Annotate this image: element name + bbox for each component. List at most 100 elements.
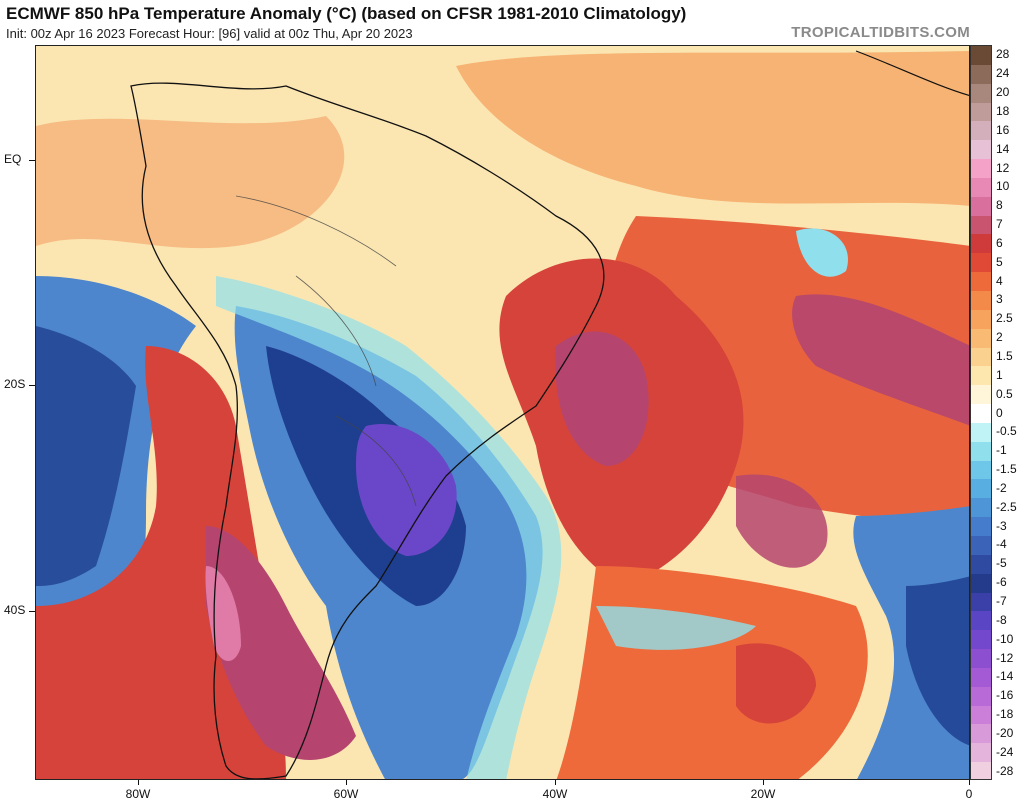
colorbar-level-label: 1 <box>996 367 1003 382</box>
lon-label-0: 0 <box>965 787 973 801</box>
colorbar-level-label: 4 <box>996 273 1003 288</box>
colorbar-level-label: -10 <box>996 631 1014 646</box>
colorbar-level-label: -12 <box>996 650 1014 665</box>
lon-tick-20w <box>763 780 764 785</box>
colorbar-swatch <box>971 592 991 612</box>
colorbar-swatch <box>971 554 991 575</box>
colorbar-swatch <box>971 177 991 198</box>
colorbar-level-label: 2 <box>996 330 1003 345</box>
lon-tick-60w <box>346 780 347 785</box>
colorbar-swatch <box>971 649 991 669</box>
colorbar-level-label: 14 <box>996 141 1010 156</box>
colorbar-swatch <box>971 385 991 405</box>
colorbar-level-label: 5 <box>996 254 1003 269</box>
colorbar-swatch <box>971 328 991 349</box>
colorbar-swatch <box>971 215 991 235</box>
colorbar-swatch <box>971 460 991 480</box>
map-canvas <box>36 46 969 779</box>
colorbar-level-label: 18 <box>996 103 1010 118</box>
colorbar-swatch <box>971 291 991 311</box>
colorbar-level-label: -7 <box>996 593 1007 608</box>
colorbar-level-label: -1 <box>996 443 1007 458</box>
colorbar-swatch <box>971 441 991 462</box>
colorbar-level-label: -24 <box>996 744 1014 759</box>
lon-label-20w: 20W <box>750 787 776 801</box>
lat-label-20s: 20S <box>4 377 26 391</box>
colorbar-swatch <box>971 234 991 254</box>
colorbar-level-label: 20 <box>996 85 1010 100</box>
site-credit: TROPICALTIDBITS.COM <box>791 24 970 41</box>
colorbar-level-label: -1.5 <box>996 462 1017 477</box>
colorbar-swatch <box>971 630 991 650</box>
colorbar-swatch <box>971 196 991 217</box>
lat-tick-40s <box>29 611 35 612</box>
lon-tick-40w <box>555 780 556 785</box>
colorbar-swatch <box>971 159 991 179</box>
colorbar-swatch <box>971 102 991 122</box>
lon-tick-80w <box>138 780 139 785</box>
colorbar-level-label: 16 <box>996 122 1010 137</box>
colorbar-level-label: 7 <box>996 217 1003 232</box>
colorbar-swatch <box>971 517 991 537</box>
colorbar-level-label: 0.5 <box>996 386 1013 401</box>
colorbar-level-label: -18 <box>996 707 1014 722</box>
colorbar-level-label: 8 <box>996 198 1003 213</box>
colorbar-swatch <box>971 536 991 556</box>
colorbar-level-label: -28 <box>996 763 1014 778</box>
map-title: ECMWF 850 hPa Temperature Anomaly (°C) (… <box>6 4 687 23</box>
colorbar-swatch <box>971 667 991 688</box>
colorbar-legend <box>970 45 992 780</box>
colorbar-swatch <box>971 762 991 779</box>
forecast-info: Init: 00z Apr 16 2023 Forecast Hour: [96… <box>6 26 413 41</box>
lat-tick-20s <box>29 385 35 386</box>
colorbar-level-label: -16 <box>996 688 1014 703</box>
colorbar-swatch <box>971 366 991 386</box>
colorbar-swatch <box>971 309 991 330</box>
colorbar-level-label: -8 <box>996 612 1007 627</box>
colorbar-level-label: -2.5 <box>996 499 1017 514</box>
colorbar-level-label: -0.5 <box>996 424 1017 439</box>
colorbar-swatch <box>971 404 991 424</box>
colorbar-swatch <box>971 479 991 499</box>
colorbar-level-label: -14 <box>996 669 1014 684</box>
lat-label-40s: 40S <box>4 603 26 617</box>
lat-tick-eq <box>29 160 35 161</box>
colorbar-level-label: -4 <box>996 537 1007 552</box>
colorbar-swatch <box>971 724 991 744</box>
anomaly-map <box>35 45 970 780</box>
colorbar-level-label: 24 <box>996 66 1010 81</box>
lon-label-40w: 40W <box>542 787 568 801</box>
colorbar-swatch <box>971 686 991 707</box>
lat-label-eq: EQ <box>4 152 22 166</box>
colorbar-swatch <box>971 705 991 725</box>
colorbar-level-label: 0 <box>996 405 1003 420</box>
lon-label-60w: 60W <box>333 787 359 801</box>
colorbar-level-label: 3 <box>996 292 1003 307</box>
colorbar-swatch <box>971 573 991 594</box>
colorbar-swatch <box>971 64 991 85</box>
colorbar-swatch <box>971 140 991 160</box>
colorbar-level-label: -5 <box>996 556 1007 571</box>
colorbar-level-label: -3 <box>996 518 1007 533</box>
colorbar-level-label: -2 <box>996 480 1007 495</box>
lon-tick-0 <box>969 780 970 785</box>
colorbar-swatch <box>971 272 991 292</box>
colorbar-swatch <box>971 253 991 273</box>
colorbar-level-label: -6 <box>996 575 1007 590</box>
lon-label-80w: 80W <box>125 787 151 801</box>
colorbar-swatch <box>971 121 991 141</box>
colorbar-swatch <box>971 83 991 104</box>
colorbar-level-label: 2.5 <box>996 311 1013 326</box>
colorbar-level-label: 10 <box>996 179 1010 194</box>
colorbar-swatch <box>971 611 991 631</box>
colorbar-swatch <box>971 498 991 518</box>
colorbar-level-label: -20 <box>996 725 1014 740</box>
colorbar-swatch <box>971 347 991 367</box>
colorbar-level-label: 1.5 <box>996 348 1013 363</box>
colorbar-swatch <box>971 422 991 443</box>
colorbar-level-label: 28 <box>996 47 1010 62</box>
colorbar-swatch <box>971 46 991 66</box>
colorbar-level-label: 6 <box>996 235 1003 250</box>
colorbar-swatch <box>971 743 991 763</box>
colorbar-level-label: 12 <box>996 160 1010 175</box>
